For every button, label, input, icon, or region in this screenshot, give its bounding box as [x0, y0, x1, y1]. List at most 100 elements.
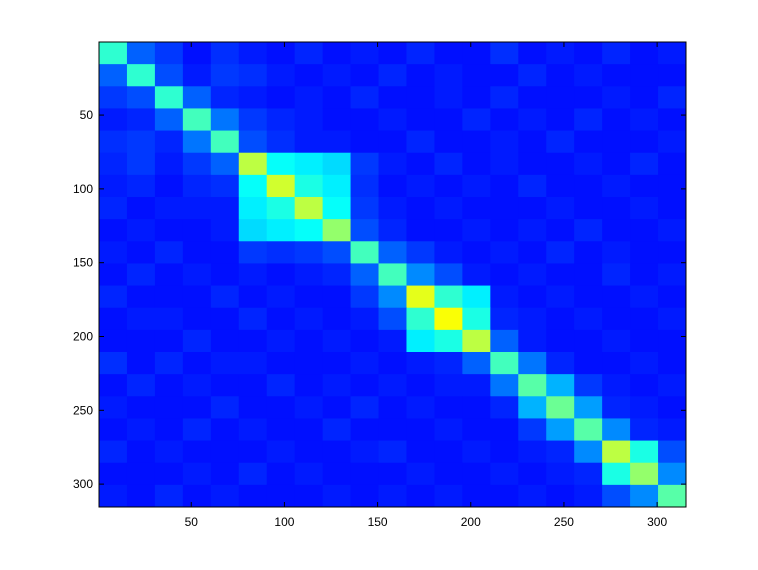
heatmap-cell: [602, 219, 631, 242]
heatmap-cell: [322, 241, 352, 264]
heatmap-cell: [99, 64, 128, 87]
heatmap-cell: [406, 462, 435, 486]
heatmap-cell: [322, 130, 352, 154]
heatmap-cell: [182, 130, 212, 154]
heatmap-cell: [210, 130, 240, 154]
heatmap-cell: [434, 352, 463, 375]
heatmap-cell: [322, 197, 352, 220]
heatmap-cell: [294, 285, 324, 309]
heatmap-cell: [630, 241, 659, 264]
heatmap-cell: [294, 396, 324, 419]
heatmap-cell: [546, 396, 575, 419]
heatmap-cell: [490, 374, 519, 397]
heatmap-cell: [182, 42, 212, 65]
heatmap-cell: [238, 285, 268, 309]
heatmap-cell: [462, 307, 491, 331]
heatmap-cell: [238, 197, 268, 220]
heatmap-cell: [518, 462, 547, 486]
heatmap-cell: [238, 418, 268, 442]
heatmap-cell: [182, 219, 212, 242]
heatmap-cell: [154, 352, 184, 375]
heatmap-cell: [434, 263, 463, 287]
heatmap-cell: [434, 374, 463, 397]
heatmap-cell: [490, 219, 519, 242]
heatmap-cell: [154, 263, 184, 287]
y-tick-label: 150: [73, 256, 93, 270]
heatmap-cell: [210, 440, 240, 464]
heatmap-cell: [182, 418, 212, 442]
heatmap-cell: [462, 130, 491, 154]
heatmap-cell: [322, 263, 352, 287]
heatmap-cell: [126, 174, 156, 198]
heatmap-cell: [210, 219, 240, 242]
heatmap-cell: [154, 108, 184, 132]
heatmap-cell: [294, 197, 324, 220]
heatmap-cell: [238, 329, 268, 353]
heatmap-cell: [126, 197, 156, 220]
heatmap-cell: [658, 152, 687, 176]
heatmap-cell: [294, 42, 324, 65]
heatmap-cell: [266, 307, 296, 331]
heatmap-cell: [658, 42, 687, 65]
heatmap-cell: [546, 108, 575, 132]
heatmap-cell: [266, 42, 296, 65]
x-tick-label: 200: [461, 515, 481, 529]
heatmap-cell: [126, 219, 156, 242]
heatmap-cell: [350, 152, 380, 176]
heatmap-cell: [462, 86, 491, 109]
heatmap-cell: [406, 130, 435, 154]
heatmap-cell: [490, 152, 519, 176]
heatmap-cell: [462, 329, 491, 353]
heatmap-cell: [378, 108, 407, 132]
heatmap-cell: [658, 263, 687, 287]
heatmap-cell: [630, 130, 659, 154]
heatmap-cell: [350, 86, 380, 109]
heatmap-cell: [322, 108, 352, 132]
heatmap-cell: [462, 396, 491, 419]
heatmap-cell: [602, 263, 631, 287]
heatmap-cell: [658, 329, 687, 353]
heatmap-cell: [658, 174, 687, 198]
heatmap-cell: [406, 152, 435, 176]
heatmap-cell: [182, 352, 212, 375]
heatmap-cell: [322, 352, 352, 375]
heatmap-cell: [126, 64, 156, 87]
heatmap-cell: [518, 484, 547, 508]
heatmap-cell: [350, 307, 380, 331]
heatmap-cell: [658, 108, 687, 132]
heatmap-cell: [490, 108, 519, 132]
heatmap-cell: [182, 263, 212, 287]
heatmap-cell: [182, 197, 212, 220]
heatmap-cell: [210, 42, 240, 65]
heatmap-cell: [126, 241, 156, 264]
heatmap-cell: [602, 241, 631, 264]
heatmap-cell: [406, 285, 435, 309]
heatmap-cell: [490, 174, 519, 198]
heatmap-cell: [99, 130, 128, 154]
heatmap-cell: [546, 42, 575, 65]
heatmap-cell: [294, 241, 324, 264]
heatmap-cell: [350, 285, 380, 309]
heatmap-cell: [99, 462, 128, 486]
heatmap-cell: [322, 174, 352, 198]
heatmap-cell: [658, 440, 687, 464]
heatmap-cell: [99, 241, 128, 264]
heatmap-cell: [238, 219, 268, 242]
heatmap-cell: [406, 64, 435, 87]
heatmap-cell: [238, 42, 268, 65]
x-tick-label: 50: [185, 515, 199, 529]
heatmap-cell: [462, 484, 491, 508]
heatmap-cell: [294, 174, 324, 198]
heatmap-cell: [322, 42, 352, 65]
heatmap-cell: [630, 64, 659, 87]
heatmap-cell: [378, 219, 407, 242]
heatmap-cell: [154, 396, 184, 419]
heatmap-cell: [574, 263, 603, 287]
heatmap-cell: [658, 197, 687, 220]
heatmap-cell: [266, 484, 296, 508]
heatmap-cell: [322, 440, 352, 464]
heatmap-cell: [462, 418, 491, 442]
heatmap-cell: [434, 152, 463, 176]
heatmap-cell: [266, 263, 296, 287]
